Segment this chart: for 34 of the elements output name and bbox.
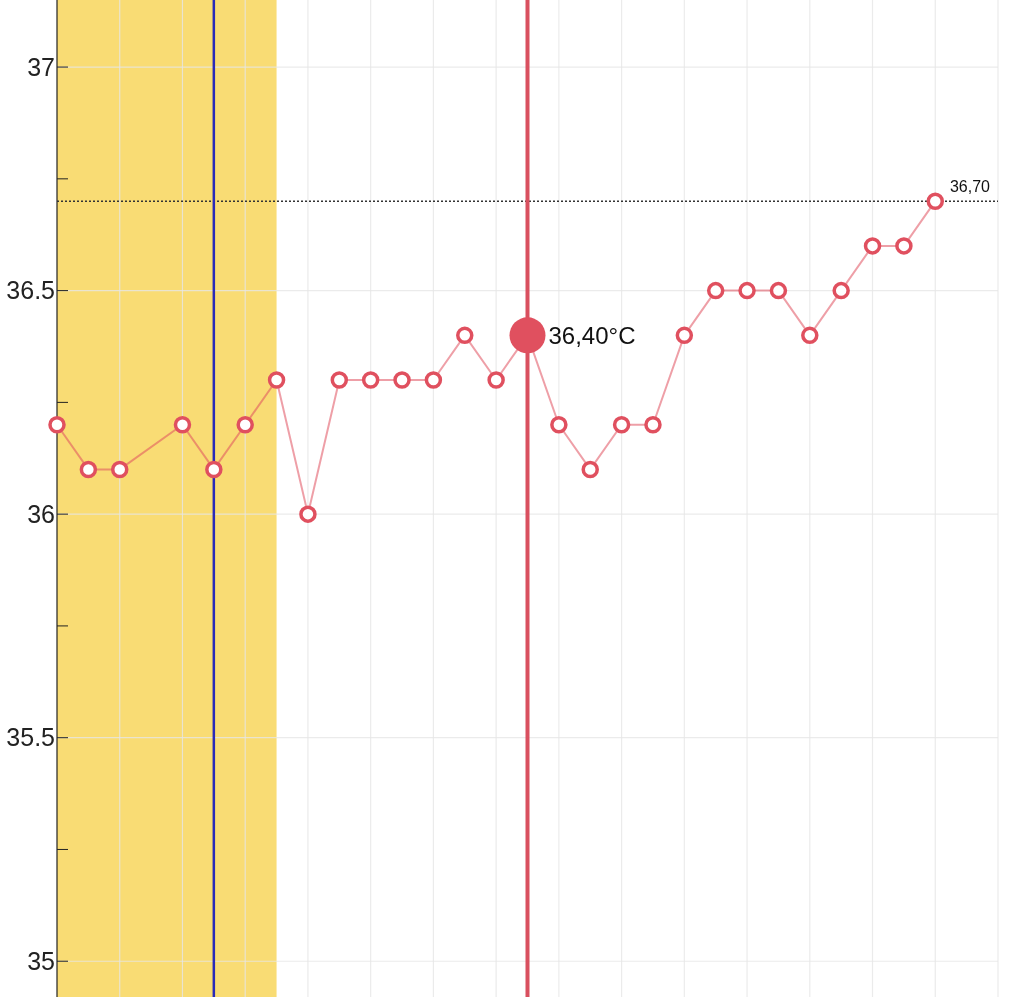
point bbox=[48, 415, 66, 434]
y-tick-label: 37 bbox=[27, 52, 55, 81]
point bbox=[581, 460, 599, 479]
point bbox=[926, 192, 945, 210]
point bbox=[424, 371, 443, 389]
point bbox=[79, 460, 98, 479]
y-tick-label: 35 bbox=[27, 946, 55, 975]
point bbox=[832, 281, 850, 300]
point bbox=[738, 281, 756, 300]
point bbox=[706, 281, 725, 300]
point bbox=[361, 371, 380, 389]
y-tick-label: 36.5 bbox=[6, 276, 55, 305]
point bbox=[110, 460, 129, 479]
point bbox=[863, 237, 882, 255]
point bbox=[236, 415, 254, 434]
y-tick-label: 35.5 bbox=[6, 723, 55, 752]
point bbox=[393, 371, 411, 389]
point bbox=[487, 371, 505, 389]
point bbox=[612, 415, 631, 434]
y-tick-label: 36 bbox=[27, 499, 55, 528]
point bbox=[801, 326, 819, 345]
ref-line-label: 36,70 bbox=[949, 178, 991, 196]
point bbox=[205, 460, 223, 479]
point bbox=[330, 371, 349, 389]
point bbox=[173, 415, 192, 434]
point bbox=[895, 237, 913, 255]
annotation: 36,40°C bbox=[548, 321, 636, 349]
point bbox=[675, 326, 694, 345]
point bbox=[299, 505, 317, 523]
point bbox=[769, 281, 788, 300]
point bbox=[550, 415, 568, 434]
point bbox=[456, 326, 474, 345]
point bbox=[644, 415, 662, 434]
point bbox=[267, 371, 286, 389]
